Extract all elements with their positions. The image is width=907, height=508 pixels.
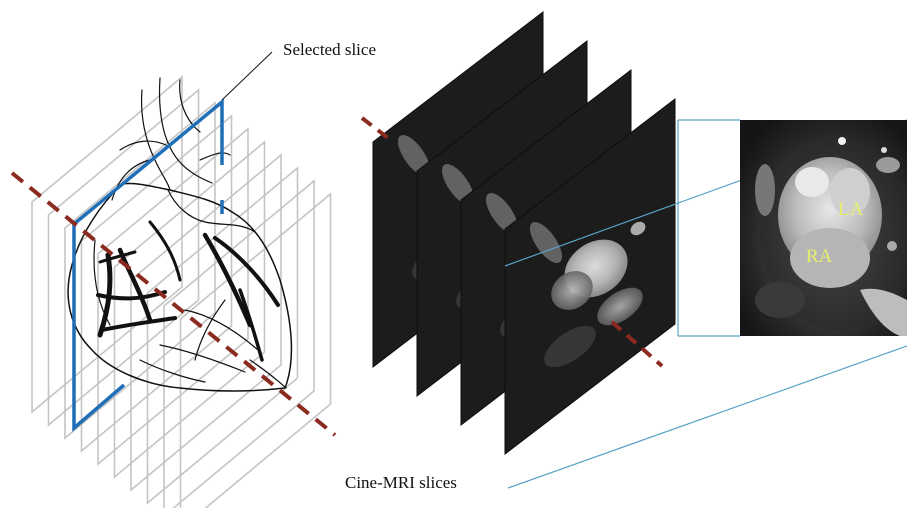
selected-slice-outline [72,98,224,432]
selected-slice-label: Selected slice [283,40,376,59]
slice-plane [47,88,200,427]
slice-plane [179,192,332,508]
cine-mri-slices-label: Cine-MRI slices [345,473,457,492]
la-label: LA [838,199,864,220]
slice-axis-mri-bottom [610,320,664,368]
slice-plane [163,179,315,508]
slice-axis-mri-top [360,116,390,140]
slice-axis-left [10,171,337,437]
slice-plane [146,166,299,505]
zoomed-mri-slice [740,120,907,336]
cine-mri-slice [504,97,676,456]
slice-plane [31,75,183,414]
slice-plane [80,114,233,453]
selected-slice-leader [221,51,273,101]
heart-drawing [67,77,293,392]
slice-plane-stack [31,75,332,508]
slice-plane [64,101,216,440]
selected-slice-plane [72,98,224,432]
slice-plane [97,127,249,466]
cine-mri-slice-stack [372,10,676,456]
slice-plane [113,140,266,479]
slice-plane [130,153,282,492]
ra-label: RA [806,246,833,267]
